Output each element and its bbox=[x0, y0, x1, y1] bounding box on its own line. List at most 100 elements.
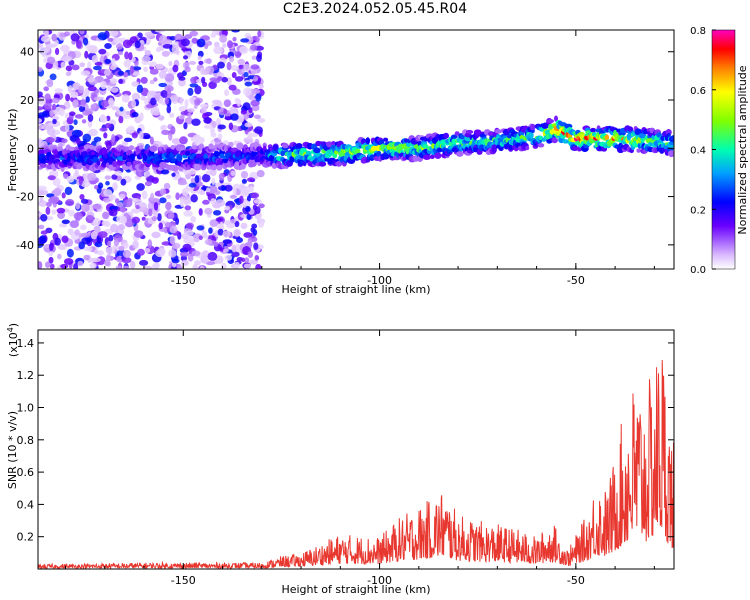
heatmap-noise-cell bbox=[212, 30, 217, 36]
heatmap-noise-cell bbox=[39, 235, 47, 244]
heatmap-noise-cell bbox=[114, 37, 123, 44]
heatmap-noise-cell bbox=[181, 187, 189, 197]
heatmap-noise-cell bbox=[224, 205, 231, 211]
heatmap-noise-cell bbox=[232, 36, 237, 42]
heatmap-noise-cell bbox=[207, 251, 218, 261]
heatmap-noise-cell bbox=[51, 209, 57, 215]
heatmap-noise-cell bbox=[65, 65, 73, 72]
heatmap-band-cell bbox=[430, 154, 435, 159]
heatmap-noise-cell bbox=[76, 138, 81, 145]
colorbar-tick-label: 0.8 bbox=[690, 26, 706, 37]
y-tick-label: 0.4 bbox=[17, 498, 35, 511]
heatmap-noise-cell bbox=[230, 219, 237, 224]
heatmap-noise-cell bbox=[144, 98, 149, 106]
heatmap-noise-cell bbox=[121, 94, 130, 103]
heatmap-noise-cell bbox=[65, 93, 71, 102]
heatmap-noise-cell bbox=[213, 210, 222, 216]
heatmap-noise-cell bbox=[175, 217, 180, 225]
heatmap-noise-cell bbox=[250, 88, 261, 95]
heatmap-noise-cell bbox=[151, 216, 157, 222]
heatmap-noise-cell bbox=[142, 265, 153, 269]
heatmap-noise-cell bbox=[163, 182, 171, 190]
heatmap-noise-cell bbox=[255, 93, 262, 102]
heatmap-band-cell bbox=[211, 164, 217, 171]
heatmap-noise-cell bbox=[80, 224, 87, 231]
heatmap-noise-cell bbox=[131, 99, 137, 108]
heatmap-noise-cell bbox=[238, 64, 245, 70]
heatmap-noise-cell bbox=[107, 240, 112, 247]
heatmap-noise-cell bbox=[129, 65, 135, 74]
heatmap-band-cell bbox=[537, 143, 545, 148]
heatmap-band-cell bbox=[441, 139, 446, 146]
heatmap-noise-cell bbox=[215, 217, 224, 222]
heatmap-noise-cell bbox=[119, 206, 126, 213]
heatmap-noise-cell bbox=[104, 123, 112, 129]
heatmap-noise-cell bbox=[104, 68, 111, 77]
heatmap-noise-cell bbox=[52, 177, 61, 187]
heatmap-noise-cell bbox=[124, 51, 129, 60]
heatmap-band-cell bbox=[443, 132, 449, 139]
heatmap-noise-cell bbox=[229, 194, 237, 199]
heatmap-noise-cell bbox=[55, 47, 60, 56]
heatmap-noise-cell bbox=[247, 131, 253, 139]
heatmap-noise-cell bbox=[53, 187, 62, 197]
heatmap-noise-cell bbox=[232, 187, 237, 196]
heatmap-noise-cell bbox=[54, 88, 63, 94]
heatmap-noise-cell bbox=[78, 85, 85, 94]
heatmap-noise-cell bbox=[179, 97, 184, 105]
heatmap-noise-cell bbox=[38, 118, 42, 123]
heatmap-noise-cell bbox=[243, 87, 252, 97]
heatmap-band-cell bbox=[289, 155, 296, 163]
heatmap-noise-cell bbox=[73, 212, 83, 221]
heatmap-noise-cell bbox=[243, 263, 252, 269]
heatmap-noise-cell bbox=[204, 124, 213, 129]
heatmap-noise-cell bbox=[94, 241, 103, 248]
heatmap-noise-cell bbox=[72, 82, 79, 90]
heatmap-noise-cell bbox=[164, 96, 169, 105]
heatmap-noise-cell bbox=[257, 30, 262, 38]
heatmap-noise-cell bbox=[46, 78, 54, 88]
heatmap-noise-cell bbox=[94, 61, 103, 66]
heatmap-noise-cell bbox=[61, 138, 68, 144]
heatmap-noise-cell bbox=[110, 64, 117, 71]
heatmap-noise-cell bbox=[171, 242, 181, 249]
heatmap-noise-cell bbox=[159, 188, 166, 196]
spectrogram-panel: -150 -100 -50 -40 -20 0 20 40 Height of straigh… bbox=[6, 29, 675, 296]
heatmap-noise-cell bbox=[139, 130, 144, 140]
heatmap-noise-cell bbox=[253, 199, 262, 204]
heatmap-noise-cell bbox=[237, 58, 245, 65]
heatmap-noise-cell bbox=[240, 109, 247, 115]
heatmap-noise-cell bbox=[223, 99, 231, 108]
heatmap-noise-cell bbox=[161, 129, 170, 136]
heatmap-band-cell bbox=[331, 141, 336, 145]
heatmap-noise-cell bbox=[100, 99, 110, 108]
heatmap-band-cell bbox=[149, 145, 158, 152]
heatmap-noise-cell bbox=[158, 82, 167, 88]
heatmap-noise-cell bbox=[184, 34, 193, 40]
heatmap-noise-cell bbox=[74, 114, 84, 119]
heatmap-noise-cell bbox=[156, 46, 161, 53]
x-tick-label: -50 bbox=[567, 574, 585, 587]
heatmap-noise-cell bbox=[52, 118, 57, 125]
heatmap-noise-cell bbox=[141, 216, 146, 221]
heatmap-noise-cell bbox=[66, 175, 75, 183]
heatmap-noise-cell bbox=[79, 30, 85, 35]
heatmap-noise-cell bbox=[110, 223, 119, 233]
colorbar-ticks: 0.0 0.2 0.4 0.6 0.8 bbox=[690, 26, 716, 276]
heatmap-noise-cell bbox=[66, 248, 74, 258]
heatmap-noise-cell bbox=[63, 258, 74, 265]
heatmap-noise-cell bbox=[84, 87, 90, 97]
heatmap-noise-cell bbox=[75, 40, 82, 49]
x-tick-label: -100 bbox=[367, 274, 392, 287]
heatmap-noise-cell bbox=[110, 78, 118, 84]
colorbar-label: Normalized spectral amplitude bbox=[736, 65, 749, 234]
heatmap-noise-cell bbox=[88, 128, 98, 137]
heatmap-band-cell bbox=[295, 143, 303, 149]
heatmap-noise-cell bbox=[120, 178, 127, 186]
heatmap-noise-cell bbox=[70, 33, 80, 42]
heatmap-band-cell bbox=[383, 137, 389, 142]
heatmap-noise-cell bbox=[111, 174, 118, 180]
heatmap-noise-cell bbox=[44, 93, 51, 101]
heatmap-noise-cell bbox=[213, 241, 219, 247]
heatmap-noise-cell bbox=[151, 177, 159, 184]
